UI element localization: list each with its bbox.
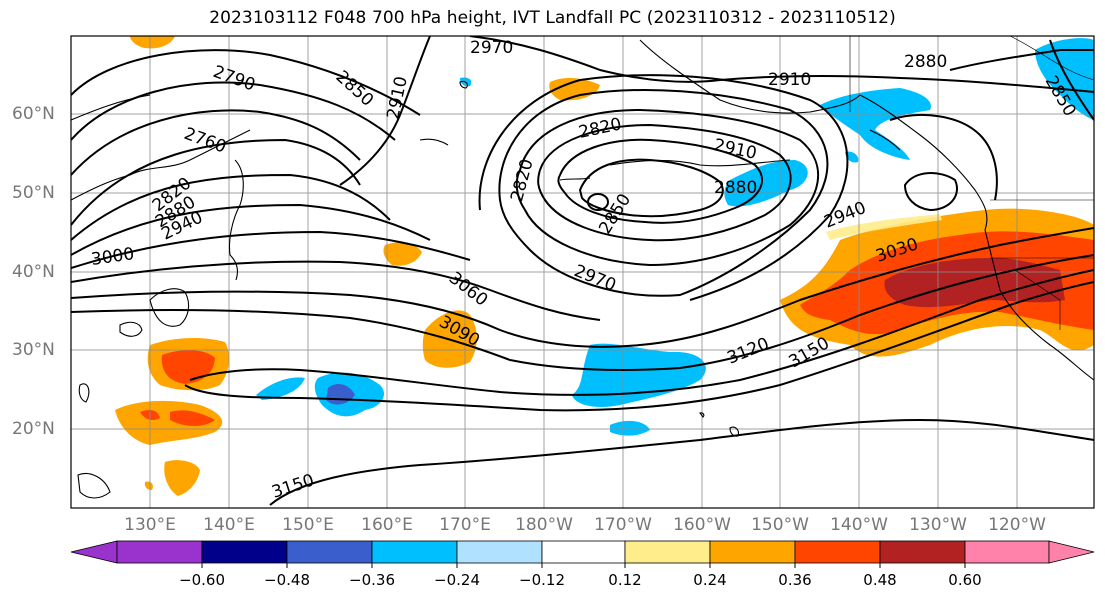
contour-label: 3150	[786, 333, 833, 372]
lat-label: 30°N	[12, 340, 55, 360]
lat-label: 20°N	[12, 419, 55, 439]
colorbar-tick-label: 0.24	[693, 571, 727, 589]
lat-label: 40°N	[12, 262, 55, 282]
colorbar-tick-label: 0.60	[948, 571, 982, 589]
contour-label: 3060	[445, 268, 491, 310]
colorbar	[70, 540, 1095, 568]
map-title: 2023103112 F048 700 hPa height, IVT Land…	[209, 8, 896, 28]
contour-label: 2790	[210, 62, 257, 96]
colorbar-tick-label: −0.36	[349, 571, 395, 589]
contour-label: 2970	[470, 38, 513, 58]
contour-label: 2910	[768, 70, 811, 90]
map-frame	[70, 35, 1095, 509]
contour-label: 3120	[724, 334, 772, 369]
colorbar-tick-label: −0.12	[519, 571, 565, 589]
colorbar-tick-label: 0.36	[778, 571, 812, 589]
colorbar-tick-label: −0.48	[264, 571, 310, 589]
colorbar-extend-low	[70, 540, 118, 564]
lon-label: 180°W	[515, 515, 573, 535]
lon-label: 140°E	[203, 515, 255, 535]
lon-label: 140°W	[830, 515, 888, 535]
lon-label: 150°W	[751, 515, 809, 535]
contour-label: 2880	[904, 52, 947, 72]
ivt-shading	[115, 36, 1094, 496]
contour-label: 2820	[507, 157, 538, 204]
contour-label: 3150	[269, 470, 316, 502]
lon-label: 130°W	[909, 515, 967, 535]
lon-label: 160°E	[361, 515, 413, 535]
ivt-very-strong-region	[884, 257, 1065, 308]
lat-label: 50°N	[12, 183, 55, 203]
height-contours	[71, 36, 1094, 506]
colorbar-extend-high	[1048, 540, 1095, 564]
contour-label: 2970	[571, 261, 619, 296]
lon-label: 150°E	[282, 515, 334, 535]
lat-label: 60°N	[12, 104, 55, 124]
lon-label: 170°W	[594, 515, 652, 535]
contour-label: 2850	[332, 67, 378, 111]
lon-label: 130°E	[124, 515, 176, 535]
lon-label: 170°E	[439, 515, 491, 535]
political-borders	[849, 36, 1094, 330]
lon-label: 120°W	[988, 515, 1046, 535]
contour-label: 3000	[90, 244, 136, 270]
colorbar-tick-label: 0.12	[608, 571, 642, 589]
contour-label: 2820	[577, 114, 623, 143]
colorbar-tick-label: 0.48	[863, 571, 897, 589]
lon-label: 160°W	[673, 515, 731, 535]
contour-label: 2910	[712, 135, 758, 164]
contour-label: 2880	[714, 178, 757, 198]
colorbar-tick-label: −0.24	[434, 571, 480, 589]
colorbar-tick-label: −0.60	[179, 571, 225, 589]
ivt-negative-region	[820, 88, 931, 160]
